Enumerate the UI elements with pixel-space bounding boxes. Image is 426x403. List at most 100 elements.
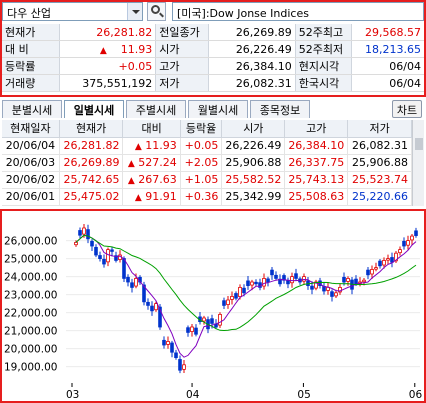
candle-body xyxy=(294,273,298,279)
table-row[interactable]: 20/06/01 25,475.02 ▲ 91.91 +0.36 25,342.… xyxy=(2,188,412,206)
candle-body xyxy=(366,269,370,276)
candle-body xyxy=(242,287,246,294)
candle-body xyxy=(406,240,410,246)
candle-body xyxy=(102,258,106,265)
table-row[interactable]: 20/06/04 26,281.82 ▲ 11.93 +0.05 26,226.… xyxy=(2,137,412,155)
chart-button[interactable]: 차트 xyxy=(392,100,422,118)
row-high: 26,337.75 xyxy=(284,154,349,172)
candle-body xyxy=(126,276,130,283)
candle-body xyxy=(182,364,186,370)
quote-summary-table: 현재가 26,281.82 전일종가 26,269.89 52주최고 29,56… xyxy=(2,24,424,92)
candle-body xyxy=(110,249,114,252)
candle-body xyxy=(286,280,290,285)
col-header-price[interactable]: 현재가 xyxy=(59,120,124,138)
candle-body xyxy=(342,276,346,283)
quote-summary-row: 현재가 26,281.82 전일종가 26,269.89 52주최고 29,56… xyxy=(2,24,424,41)
tab-weekly[interactable]: 주별시세 xyxy=(126,100,186,118)
candle-body xyxy=(394,252,398,262)
col-header-high[interactable]: 고가 xyxy=(284,120,349,138)
candle-body xyxy=(98,255,102,260)
candle-body xyxy=(302,276,306,282)
row-low: 25,220.66 xyxy=(347,188,412,206)
tab-minute[interactable]: 분별시세 xyxy=(2,100,62,118)
candle-body xyxy=(166,340,170,345)
candle-body xyxy=(94,246,98,256)
52w-high-label: 52주최고 xyxy=(295,24,353,41)
candle-body xyxy=(270,269,274,276)
col-header-date[interactable]: 현재일자 xyxy=(2,120,60,138)
row-rate: +2.05 xyxy=(180,154,223,172)
search-icon[interactable] xyxy=(147,2,166,21)
candle-body xyxy=(346,278,350,282)
col-header-rate[interactable]: 등락율 xyxy=(180,120,223,138)
tab-daily[interactable]: 일별시세 xyxy=(64,100,124,118)
index-name-field: [미국]:Dow Jonse Indices xyxy=(172,2,424,21)
y-tick-label: 23,000.00 xyxy=(4,290,57,302)
change-rate-value: +0.05 xyxy=(59,57,157,75)
y-tick-label: 26,000.00 xyxy=(4,236,57,248)
korea-time-value: 06/04 xyxy=(351,74,424,92)
row-open: 25,906.88 xyxy=(221,154,286,172)
local-time-value: 06/04 xyxy=(351,57,424,75)
row-high: 26,384.10 xyxy=(284,137,349,155)
up-arrow-icon: ▲ xyxy=(127,176,135,186)
col-header-low[interactable]: 저가 xyxy=(347,120,412,138)
candle-body xyxy=(90,240,94,247)
chevron-down-icon[interactable] xyxy=(127,3,142,20)
price-candlestick-chart[interactable]: 26,000.00 25,000.00 24,000.00 23,000.00 22,0… xyxy=(2,211,424,401)
row-low: 25,906.88 xyxy=(347,154,412,172)
change-label: 대 비 xyxy=(2,40,61,58)
row-open: 25,582.52 xyxy=(221,171,286,189)
up-arrow-icon: ▲ xyxy=(127,159,135,169)
row-rate: +0.05 xyxy=(180,137,223,155)
candle-body xyxy=(390,257,394,263)
symbol-selector-row: 다우 산업 [미국]:Dow Jonse Indices xyxy=(2,2,424,21)
candle-body xyxy=(142,284,146,303)
candle-body xyxy=(238,287,242,297)
row-open: 25,342.99 xyxy=(221,188,286,206)
candle-body xyxy=(402,240,406,247)
candle-body xyxy=(170,342,174,353)
candle-body xyxy=(162,339,166,346)
col-header-open[interactable]: 시가 xyxy=(221,120,286,138)
candle-body xyxy=(186,327,190,333)
candle-body xyxy=(254,281,258,285)
candle-body xyxy=(114,255,118,261)
candle-body xyxy=(158,306,162,328)
candle-body xyxy=(410,235,414,241)
candle-body xyxy=(338,287,342,293)
row-change: ▲ 91.91 xyxy=(122,188,181,206)
candle-body xyxy=(250,281,254,286)
candle-body xyxy=(266,278,270,283)
candle-body xyxy=(386,258,390,261)
candle-body xyxy=(178,359,182,371)
row-change: ▲ 267.63 xyxy=(122,171,181,189)
high-value: 26,384.10 xyxy=(208,57,296,75)
candle-body xyxy=(310,285,314,290)
row-date: 20/06/03 xyxy=(2,154,60,172)
tab-stock-info[interactable]: 종목정보 xyxy=(250,100,310,118)
candle-body xyxy=(174,352,178,358)
row-open: 26,226.49 xyxy=(221,137,286,155)
candle-body xyxy=(398,249,402,254)
table-row[interactable]: 20/06/02 25,742.65 ▲ 267.63 +1.05 25,582… xyxy=(2,171,412,189)
table-scrollbar[interactable] xyxy=(412,120,424,206)
candle-body xyxy=(78,230,82,236)
row-change: ▲ 527.24 xyxy=(122,154,181,172)
table-row[interactable]: 20/06/03 26,269.89 ▲ 527.24 +2.05 25,906… xyxy=(2,154,412,172)
candle-body xyxy=(150,305,154,312)
local-time-label: 현지시각 xyxy=(295,57,353,75)
candle-body xyxy=(130,282,134,288)
row-high: 25,743.13 xyxy=(284,171,349,189)
candle-body xyxy=(330,291,334,297)
tab-monthly[interactable]: 월별시세 xyxy=(188,100,248,118)
y-tick-label: 21,000.00 xyxy=(4,326,57,338)
candle-body xyxy=(262,278,266,287)
prev-close-label: 전일종가 xyxy=(155,24,209,41)
candle-body xyxy=(74,241,78,246)
stock-name: 다우 산업 xyxy=(7,7,51,20)
stock-combo-box[interactable]: 다우 산업 xyxy=(2,2,143,21)
row-date: 20/06/02 xyxy=(2,171,60,189)
scrollbar-thumb[interactable] xyxy=(415,138,423,150)
col-header-change[interactable]: 대비 xyxy=(122,120,181,138)
